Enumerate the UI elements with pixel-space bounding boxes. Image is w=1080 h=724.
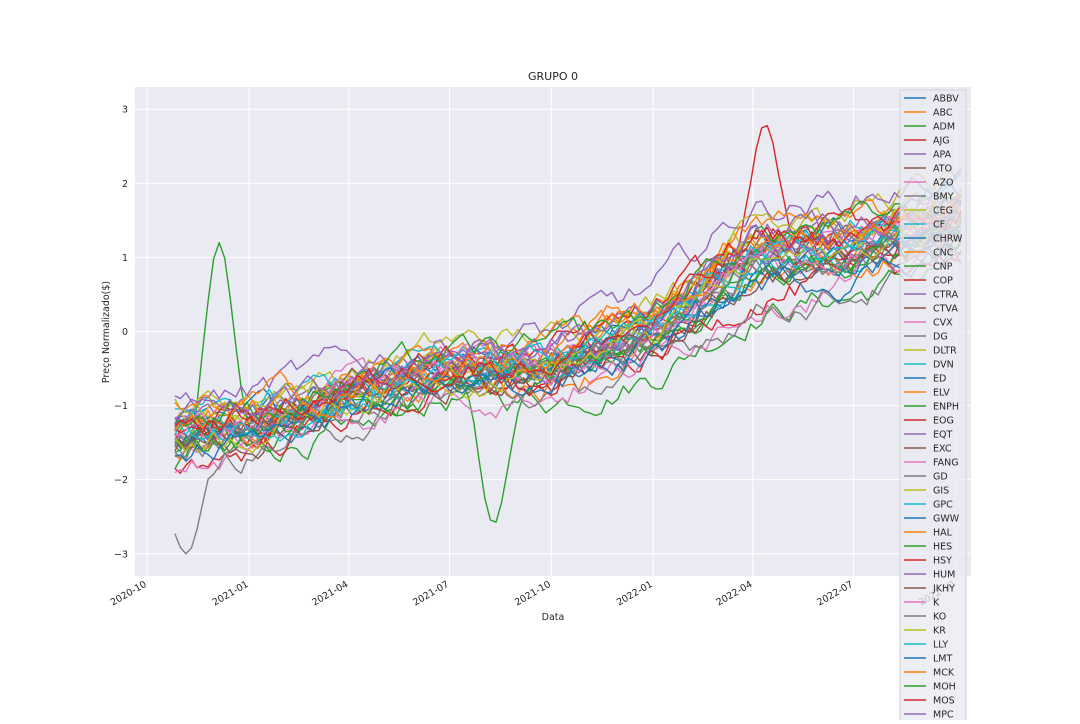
legend-label: GIS xyxy=(933,486,949,497)
legend-label: MOS xyxy=(933,696,955,707)
legend-label: DG xyxy=(933,332,948,343)
legend-label: COP xyxy=(933,276,953,287)
series-line-mos xyxy=(174,206,962,434)
x-tick-label: 2021-07 xyxy=(411,579,451,608)
legend-label: BMY xyxy=(933,192,954,203)
series-line-lly xyxy=(174,204,962,442)
legend-label: HSY xyxy=(933,556,952,567)
y-tick-label: −2 xyxy=(114,475,128,486)
legend-label: EQT xyxy=(933,430,952,441)
x-tick-label: 2021-01 xyxy=(211,579,251,608)
series-line-kr xyxy=(174,218,962,454)
legend-label: CNC xyxy=(933,248,954,259)
legend-label: CF xyxy=(933,220,945,231)
legend-label: ATO xyxy=(933,164,952,175)
legend-label: APA xyxy=(933,150,952,161)
y-tick-label: 0 xyxy=(122,327,128,338)
legend-label: FANG xyxy=(933,458,959,469)
legend-label: CVX xyxy=(933,318,953,329)
series-line-moh xyxy=(174,196,962,427)
legend-label: JKHY xyxy=(932,584,955,595)
y-tick-label: 2 xyxy=(122,179,128,190)
legend-label: LMT xyxy=(933,654,952,665)
y-tick-label: −3 xyxy=(114,549,128,560)
legend-label: EXC xyxy=(933,444,952,455)
legend-label: CTVA xyxy=(933,304,958,315)
series-line-ctra xyxy=(174,168,962,409)
legend-label: ELV xyxy=(933,388,950,399)
legend-label: MCK xyxy=(933,668,955,679)
legend-label: LLY xyxy=(933,640,948,651)
legend-label: MOH xyxy=(933,682,956,693)
legend-label: HUM xyxy=(933,570,955,581)
x-tick-label: 2021-04 xyxy=(310,579,350,608)
x-axis-ticks: 2020-10 2021-01 2021-04 2021-07 2021-10 2022-… xyxy=(109,579,957,608)
x-tick-label: 2022-01 xyxy=(615,579,655,608)
legend-label: K xyxy=(933,598,940,609)
legend-label: GWW xyxy=(933,514,960,525)
y-tick-label: −1 xyxy=(114,401,128,412)
legend-label: GPC xyxy=(933,500,953,511)
legend-label: ABC xyxy=(933,108,953,119)
series-line-mpc xyxy=(174,202,962,420)
legend-label: HES xyxy=(933,542,952,553)
legend-box xyxy=(899,89,967,724)
x-tick-label: 2022-04 xyxy=(714,579,754,608)
series-lines xyxy=(174,124,962,555)
legend-label: EOG xyxy=(933,416,954,427)
legend-label: MPC xyxy=(933,710,954,721)
legend-label: ED xyxy=(933,374,946,385)
legend-label: KO xyxy=(933,612,946,623)
legend-label: ADM xyxy=(933,122,955,133)
series-line-eog xyxy=(174,245,962,474)
chart-title: GRUPO 0 xyxy=(528,70,578,83)
legend-label: GD xyxy=(933,472,948,483)
legend-label: ENPH xyxy=(933,402,959,413)
legend-label: CHRW xyxy=(933,234,963,245)
legend-label: CEG xyxy=(933,206,953,217)
series-line-adm xyxy=(174,241,962,470)
x-tick-label: 2020-10 xyxy=(109,579,149,608)
legend-label: HAL xyxy=(933,528,953,539)
y-axis-ticks: −3 −2 −1 0 1 2 3 xyxy=(114,105,128,561)
legend-label: KR xyxy=(933,626,946,637)
legend-label: CTRA xyxy=(933,290,959,301)
legend-label: AZO xyxy=(933,178,953,189)
legend-label: AJG xyxy=(933,136,950,147)
legend: ABBV ABC ADM AJG APA ATO AZO BMY CEG CF CHRW CNC CNP… xyxy=(899,89,967,724)
x-axis-label: Data xyxy=(542,612,565,623)
series-line-mck xyxy=(174,205,962,432)
legend-label: DVN xyxy=(933,360,954,371)
legend-label: DLTR xyxy=(933,346,957,357)
legend-label: CNP xyxy=(933,262,953,273)
legend-label: ABBV xyxy=(933,94,959,105)
y-axis-label: Preço Normalizado($) xyxy=(101,281,112,383)
y-tick-label: 3 xyxy=(122,105,128,116)
x-tick-label: 2021-10 xyxy=(513,579,553,608)
x-tick-label: 2022-07 xyxy=(815,579,855,608)
y-tick-label: 1 xyxy=(122,253,128,264)
